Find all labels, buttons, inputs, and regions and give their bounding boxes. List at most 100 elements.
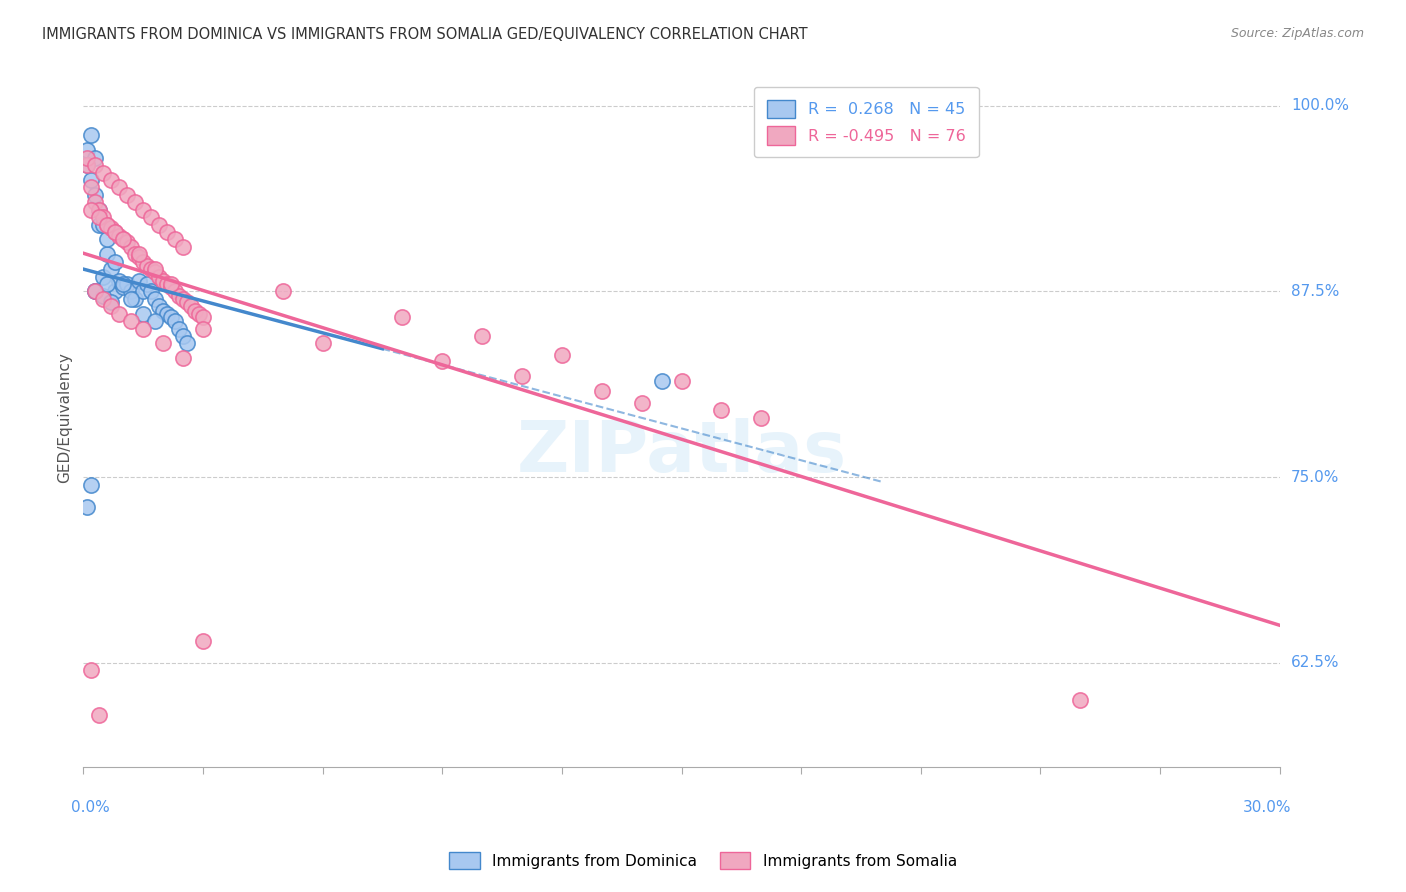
Point [132,285,155,299]
Point [115,277,138,291]
Y-axis label: GED/Equivalency: GED/Equivalency [58,352,72,483]
Point [163,232,186,246]
Point [139,262,162,277]
Point [156,225,179,239]
Point [124,195,146,210]
Point [167,289,190,303]
Point [84,158,107,172]
Point [89,202,111,217]
Point [176,294,198,309]
Point [91,210,114,224]
Point [156,277,179,291]
Text: 100.0%: 100.0% [1291,98,1348,113]
Point [108,274,131,288]
Point [132,254,155,268]
Point [128,250,150,264]
Point [112,277,135,291]
Point [100,220,122,235]
Point [510,369,533,384]
Point [191,310,214,324]
Point [591,384,613,398]
Point [91,292,114,306]
Legend: Immigrants from Dominica, Immigrants from Somalia: Immigrants from Dominica, Immigrants fro… [443,846,963,875]
Point [115,187,138,202]
Point [139,210,162,224]
Text: 0.0%: 0.0% [72,800,110,815]
Point [104,285,127,299]
Point [143,314,166,328]
Point [143,292,166,306]
Point [96,247,118,261]
Point [76,158,98,172]
Point [112,280,135,294]
Point [172,292,194,306]
Point [91,269,114,284]
Point [76,151,98,165]
Point [152,336,174,351]
Point [160,277,183,291]
Point [630,396,652,410]
Point [160,310,183,324]
Point [89,218,111,232]
Point [84,285,107,299]
Point [84,285,107,299]
Point [191,633,214,648]
Text: Source: ZipAtlas.com: Source: ZipAtlas.com [1230,27,1364,40]
Point [163,314,186,328]
Point [176,336,198,351]
Point [172,240,194,254]
Point [172,329,194,343]
Point [172,351,194,366]
Point [91,218,114,232]
Point [108,180,131,194]
Point [76,158,98,172]
Point [96,232,118,246]
Point [311,336,333,351]
Point [184,303,207,318]
Legend: R =  0.268   N = 45, R = -0.495   N = 76: R = 0.268 N = 45, R = -0.495 N = 76 [754,87,979,157]
Point [112,232,135,246]
Point [124,292,146,306]
Point [143,262,166,277]
Point [80,128,103,143]
Point [651,374,673,388]
Point [160,280,183,294]
Point [148,218,170,232]
Point [139,285,162,299]
Point [191,321,214,335]
Point [128,247,150,261]
Point [271,285,294,299]
Point [143,265,166,279]
Point [152,303,174,318]
Point [84,195,107,210]
Point [96,277,118,291]
Text: 30.0%: 30.0% [1243,800,1292,815]
Point [120,285,142,299]
Text: 62.5%: 62.5% [1291,656,1340,671]
Point [76,143,98,157]
Point [167,321,190,335]
Text: 75.0%: 75.0% [1291,470,1339,484]
Point [84,187,107,202]
Text: 87.5%: 87.5% [1291,284,1339,299]
Point [100,299,122,313]
Text: ZIPatlas: ZIPatlas [516,418,846,487]
Point [120,292,142,306]
Point [89,210,111,224]
Point [136,277,159,291]
Point [100,173,122,187]
Point [163,285,186,299]
Point [132,202,155,217]
Point [112,232,135,246]
Point [84,151,107,165]
Point [120,240,142,254]
Point [89,202,111,217]
Point [115,235,138,250]
Point [104,225,127,239]
Point [84,285,107,299]
Point [89,707,111,722]
Point [180,299,202,313]
Point [187,307,209,321]
Point [391,310,413,324]
Text: IMMIGRANTS FROM DOMINICA VS IMMIGRANTS FROM SOMALIA GED/EQUIVALENCY CORRELATION : IMMIGRANTS FROM DOMINICA VS IMMIGRANTS F… [42,27,808,42]
